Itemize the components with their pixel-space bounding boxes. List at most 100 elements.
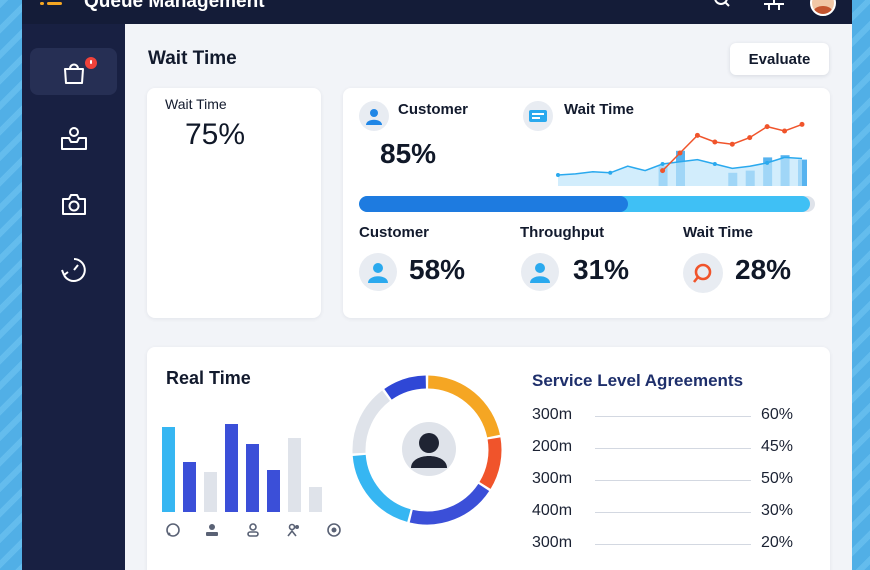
trend-point-orange — [712, 139, 718, 145]
sla-row-line — [595, 448, 751, 449]
sla-row-percent: 20% — [761, 534, 794, 551]
person-icon — [247, 523, 259, 537]
trend-area — [558, 157, 802, 186]
customer-value: 85% — [380, 138, 437, 169]
customer-icon — [359, 101, 389, 131]
camera-icon — [61, 193, 86, 215]
chat-icon — [166, 523, 180, 537]
trend-bar — [798, 159, 807, 186]
trend-point-blue — [712, 162, 717, 166]
notification-badge — [85, 57, 97, 69]
page-title: Wait Time — [148, 48, 237, 69]
realtime-card: Real Time Service Level Agreements 300m … — [147, 347, 830, 570]
trend-point-orange — [729, 141, 735, 147]
donut-slice — [352, 454, 411, 522]
sla-row-line — [595, 416, 751, 417]
realtime-bar — [162, 427, 175, 512]
trend-point-orange — [782, 128, 788, 134]
donut-chart — [352, 375, 502, 525]
sla-row-duration: 300m — [532, 470, 573, 487]
sla-title: Service Level Agreements — [532, 371, 744, 390]
donut-slice — [352, 390, 391, 454]
trend-point-orange — [799, 121, 805, 127]
search-icon — [683, 253, 723, 293]
realtime-bar — [183, 462, 196, 512]
app-title: Queue Management — [84, 0, 265, 12]
sla-row-percent: 45% — [761, 438, 794, 455]
user-icon — [359, 253, 397, 291]
progress-track — [359, 196, 815, 212]
sla-row-duration: 300m — [532, 406, 573, 423]
stat-throughput-value: 31% — [573, 254, 630, 285]
sla-row-duration: 300m — [532, 534, 573, 551]
realtime-bar — [246, 444, 259, 512]
wait-time-icon — [523, 101, 553, 131]
customer-label: Customer — [398, 101, 469, 118]
user-icon — [521, 253, 559, 291]
trend-point-orange — [677, 150, 683, 156]
realtime-bar — [267, 470, 280, 512]
trend-point-blue — [556, 173, 560, 177]
realtime-bar-chart — [162, 424, 322, 512]
sla-row-duration: 400m — [532, 502, 573, 519]
stat-throughput-label: Throughput — [520, 224, 605, 241]
sla-row-percent: 60% — [761, 406, 794, 423]
evaluate-button[interactable]: Evaluate — [730, 43, 829, 75]
trend-point-blue — [660, 162, 665, 166]
sla-row: 300m 60% — [532, 406, 802, 426]
top-bar: Queue Management — [22, 0, 852, 24]
network-icon[interactable] — [762, 0, 786, 10]
sla-row-line — [595, 480, 751, 481]
wait-time-value: 75% — [185, 118, 246, 151]
realtime-bar — [204, 472, 217, 512]
donut-slice — [427, 375, 500, 438]
people-icon — [287, 523, 299, 537]
realtime-title: Real Time — [166, 368, 251, 388]
trend-point-orange — [747, 135, 753, 141]
stat-customer-value: 58% — [409, 254, 466, 285]
sla-row-percent: 50% — [761, 470, 794, 487]
trend-point-orange — [694, 132, 700, 138]
bag-icon — [63, 63, 84, 84]
trend-point-orange — [660, 168, 666, 174]
trend-point-blue — [608, 170, 613, 175]
person-desk-icon — [206, 524, 218, 536]
wait-time-trend-chart — [556, 121, 807, 186]
sidebar-item-timer[interactable] — [30, 246, 117, 293]
sla-row: 400m 30% — [532, 502, 802, 522]
stat-wait-value: 28% — [735, 254, 792, 285]
sla-row-line — [595, 544, 751, 545]
center-avatar-icon — [402, 422, 456, 476]
sidebar — [22, 24, 125, 570]
realtime-bar — [288, 438, 301, 512]
wait-time-label: Wait Time — [165, 96, 227, 112]
sla-row-line — [595, 512, 751, 513]
stat-wait-label: Wait Time — [683, 224, 754, 241]
menu-icon[interactable] — [38, 0, 64, 8]
donut-slice — [479, 437, 502, 489]
donut-slice — [409, 483, 490, 525]
trend-point-orange — [764, 124, 770, 130]
stat-customer-label: Customer — [359, 224, 430, 241]
trend-point-blue — [765, 160, 770, 165]
inbox-user-icon — [60, 126, 87, 150]
realtime-bar — [309, 487, 322, 512]
progress-fill-dark — [359, 196, 629, 212]
app-window: Queue Management — [22, 0, 852, 570]
sla-row-duration: 200m — [532, 438, 573, 455]
donut-slice — [384, 375, 427, 400]
sidebar-item-queue[interactable] — [30, 48, 117, 95]
sla-row: 300m 20% — [532, 534, 802, 554]
realtime-bar — [225, 424, 238, 512]
sla-row: 300m 50% — [532, 470, 802, 490]
search-icon[interactable] — [712, 0, 734, 10]
bar-icon-row — [165, 522, 341, 540]
sidebar-item-camera[interactable] — [30, 180, 117, 227]
sidebar-item-inbox[interactable] — [30, 114, 117, 161]
trend-line-blue — [557, 156, 803, 176]
main-content: Wait Time Evaluate Wait Time 75% Custome… — [125, 24, 852, 570]
timer-icon — [60, 257, 86, 282]
wait-time-card: Wait Time 75% — [147, 88, 321, 318]
user-avatar[interactable] — [810, 0, 836, 16]
wait-time-chart-label: Wait Time — [564, 101, 635, 118]
